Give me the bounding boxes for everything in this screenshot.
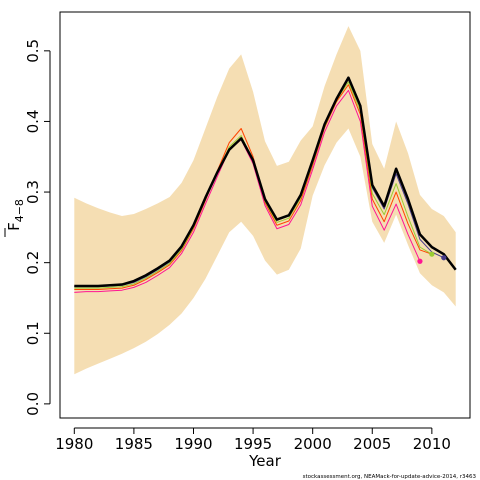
y-tick-label: 0.2 [24, 251, 42, 275]
endpoint-marker-1 [417, 258, 423, 264]
x-tick-label: 2005 [353, 435, 391, 453]
y-tick-label: 0.3 [24, 180, 42, 204]
y-tick-label: 0.0 [24, 392, 42, 416]
retro-line-2 [74, 84, 433, 290]
y-axis-title: F4−8 [4, 199, 26, 237]
y-tick-label: 0.1 [24, 321, 42, 345]
y-axis: 0.0 0.1 0.2 0.3 0.4 0.5 [24, 39, 51, 416]
endpoint-marker-3 [441, 255, 447, 261]
y-axis-title-subscript: 4−8 [13, 199, 26, 222]
x-tick-label: 1995 [234, 435, 272, 453]
main-estimate-line [74, 76, 457, 288]
x-axis-title: Year [248, 452, 282, 470]
y-tick-label: 0.5 [24, 39, 42, 63]
x-tick-label: 2000 [294, 435, 332, 453]
x-tick-label: 1985 [115, 435, 153, 453]
x-tick-label: 1980 [55, 435, 93, 453]
y-axis-title-main: F [5, 222, 23, 231]
credit-text: stockassessment.org, NEAMack-for-update-… [303, 474, 477, 480]
svg-text:F4−8: F4−8 [5, 199, 26, 231]
endpoint-marker-2 [429, 251, 435, 257]
series-layer [74, 76, 457, 293]
x-tick-label: 1990 [174, 435, 212, 453]
y-tick-label: 0.4 [24, 110, 42, 134]
x-axis: 1980 1985 1990 1995 2000 2005 2010 [55, 427, 451, 453]
x-tick-label: 2010 [413, 435, 451, 453]
plot-frame [59, 11, 471, 419]
endpoint-layer [417, 251, 447, 264]
